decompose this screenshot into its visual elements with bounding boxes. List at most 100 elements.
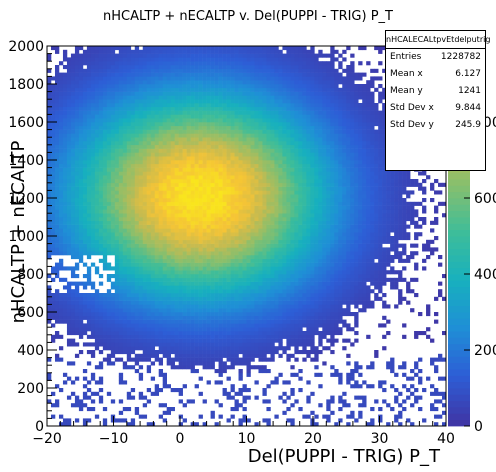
- heatmap-cell: [70, 304, 76, 309]
- heatmap-cell: [258, 312, 263, 317]
- heatmap-cell: [94, 122, 100, 127]
- heatmap-cell: [138, 315, 144, 320]
- heatmap-cell: [94, 160, 100, 165]
- heatmap-cell: [58, 144, 64, 149]
- heatmap-cell: [86, 209, 92, 214]
- heatmap-cell: [118, 133, 124, 138]
- heatmap-cell: [158, 285, 164, 290]
- heatmap-cell: [174, 334, 179, 339]
- heatmap-cell: [62, 372, 68, 377]
- heatmap-cell: [158, 68, 164, 73]
- heatmap-cell: [202, 49, 207, 54]
- heatmap-cell: [58, 232, 64, 237]
- heatmap-cell: [214, 342, 219, 347]
- heatmap-cell: [50, 312, 56, 317]
- heatmap-cell: [194, 84, 199, 89]
- heatmap-cell: [110, 338, 116, 343]
- heatmap-cell: [178, 91, 183, 96]
- heatmap-cell: [282, 243, 287, 248]
- heatmap-cell: [250, 171, 255, 176]
- heatmap-cell: [278, 334, 283, 339]
- heatmap-cell: [198, 255, 203, 260]
- heatmap-cell: [162, 106, 167, 111]
- heatmap-cell: [78, 331, 84, 336]
- heatmap-cell: [122, 342, 128, 347]
- heatmap-cell: [254, 308, 259, 313]
- heatmap-cell: [90, 350, 96, 355]
- heatmap-cell: [274, 266, 279, 271]
- heatmap-cell: [78, 293, 84, 298]
- heatmap-cell: [126, 179, 132, 184]
- heatmap-cell: [254, 380, 259, 385]
- heatmap-cell: [230, 205, 235, 210]
- heatmap-cell: [158, 57, 164, 62]
- heatmap-cell: [214, 125, 219, 130]
- heatmap-cell: [270, 133, 275, 138]
- heatmap-cell: [178, 220, 183, 225]
- heatmap-cell: [174, 258, 179, 263]
- heatmap-cell: [230, 395, 235, 400]
- heatmap-cell: [50, 76, 56, 81]
- heatmap-cell: [146, 160, 152, 165]
- heatmap-cell: [82, 224, 88, 229]
- heatmap-cell: [258, 84, 263, 89]
- heatmap-cell: [134, 194, 140, 199]
- heatmap-cell: [266, 87, 271, 92]
- heatmap-cell: [262, 418, 267, 423]
- heatmap-cell: [234, 137, 239, 142]
- heatmap-cell: [66, 224, 72, 229]
- heatmap-cell: [254, 80, 259, 85]
- heatmap-cell: [166, 122, 171, 127]
- heatmap-cell: [78, 209, 84, 214]
- heatmap-cell: [170, 323, 175, 328]
- heatmap-cell: [234, 350, 239, 355]
- heatmap-cell: [266, 399, 271, 404]
- heatmap-cell: [94, 331, 100, 336]
- heatmap-cell: [218, 236, 223, 241]
- heatmap-cell: [158, 255, 164, 260]
- heatmap-cell: [126, 87, 132, 92]
- heatmap-cell: [202, 171, 207, 176]
- heatmap-cell: [206, 194, 211, 199]
- heatmap-cell: [270, 171, 275, 176]
- heatmap-cell: [58, 95, 64, 100]
- heatmap-cell: [214, 315, 219, 320]
- heatmap-cell: [258, 129, 263, 134]
- heatmap-cell: [150, 293, 156, 298]
- heatmap-cell: [130, 118, 136, 123]
- heatmap-cell: [78, 251, 84, 256]
- heatmap-cell: [230, 72, 235, 77]
- heatmap-cell: [218, 194, 223, 199]
- heatmap-cell: [94, 224, 100, 229]
- heatmap-cell: [122, 220, 128, 225]
- heatmap-cell: [178, 179, 183, 184]
- heatmap-cell: [122, 293, 128, 298]
- heatmap-cell: [206, 65, 211, 70]
- heatmap-cell: [198, 190, 203, 195]
- heatmap-cell: [70, 186, 76, 191]
- heatmap-cell: [150, 141, 156, 146]
- heatmap-cell: [282, 296, 287, 301]
- heatmap-cell: [58, 414, 64, 419]
- heatmap-cell: [138, 160, 144, 165]
- heatmap-cell: [54, 266, 60, 271]
- heatmap-cell: [94, 319, 100, 324]
- heatmap-cell: [282, 133, 287, 138]
- heatmap-cell: [254, 110, 259, 115]
- heatmap-cell: [274, 315, 279, 320]
- heatmap-cell: [218, 163, 223, 168]
- heatmap-cell: [138, 213, 144, 218]
- heatmap-cell: [154, 84, 160, 89]
- heatmap-cell: [250, 167, 255, 172]
- heatmap-cell: [170, 281, 175, 286]
- heatmap-cell: [62, 220, 68, 225]
- heatmap-cell: [158, 49, 164, 54]
- heatmap-cell: [218, 220, 223, 225]
- heatmap-cell: [70, 239, 76, 244]
- heatmap-cell: [170, 49, 175, 54]
- heatmap-cell: [86, 255, 92, 260]
- heatmap-cell: [122, 255, 128, 260]
- heatmap-cell: [102, 334, 108, 339]
- heatmap-cell: [70, 281, 76, 286]
- heatmap-cell: [270, 84, 275, 89]
